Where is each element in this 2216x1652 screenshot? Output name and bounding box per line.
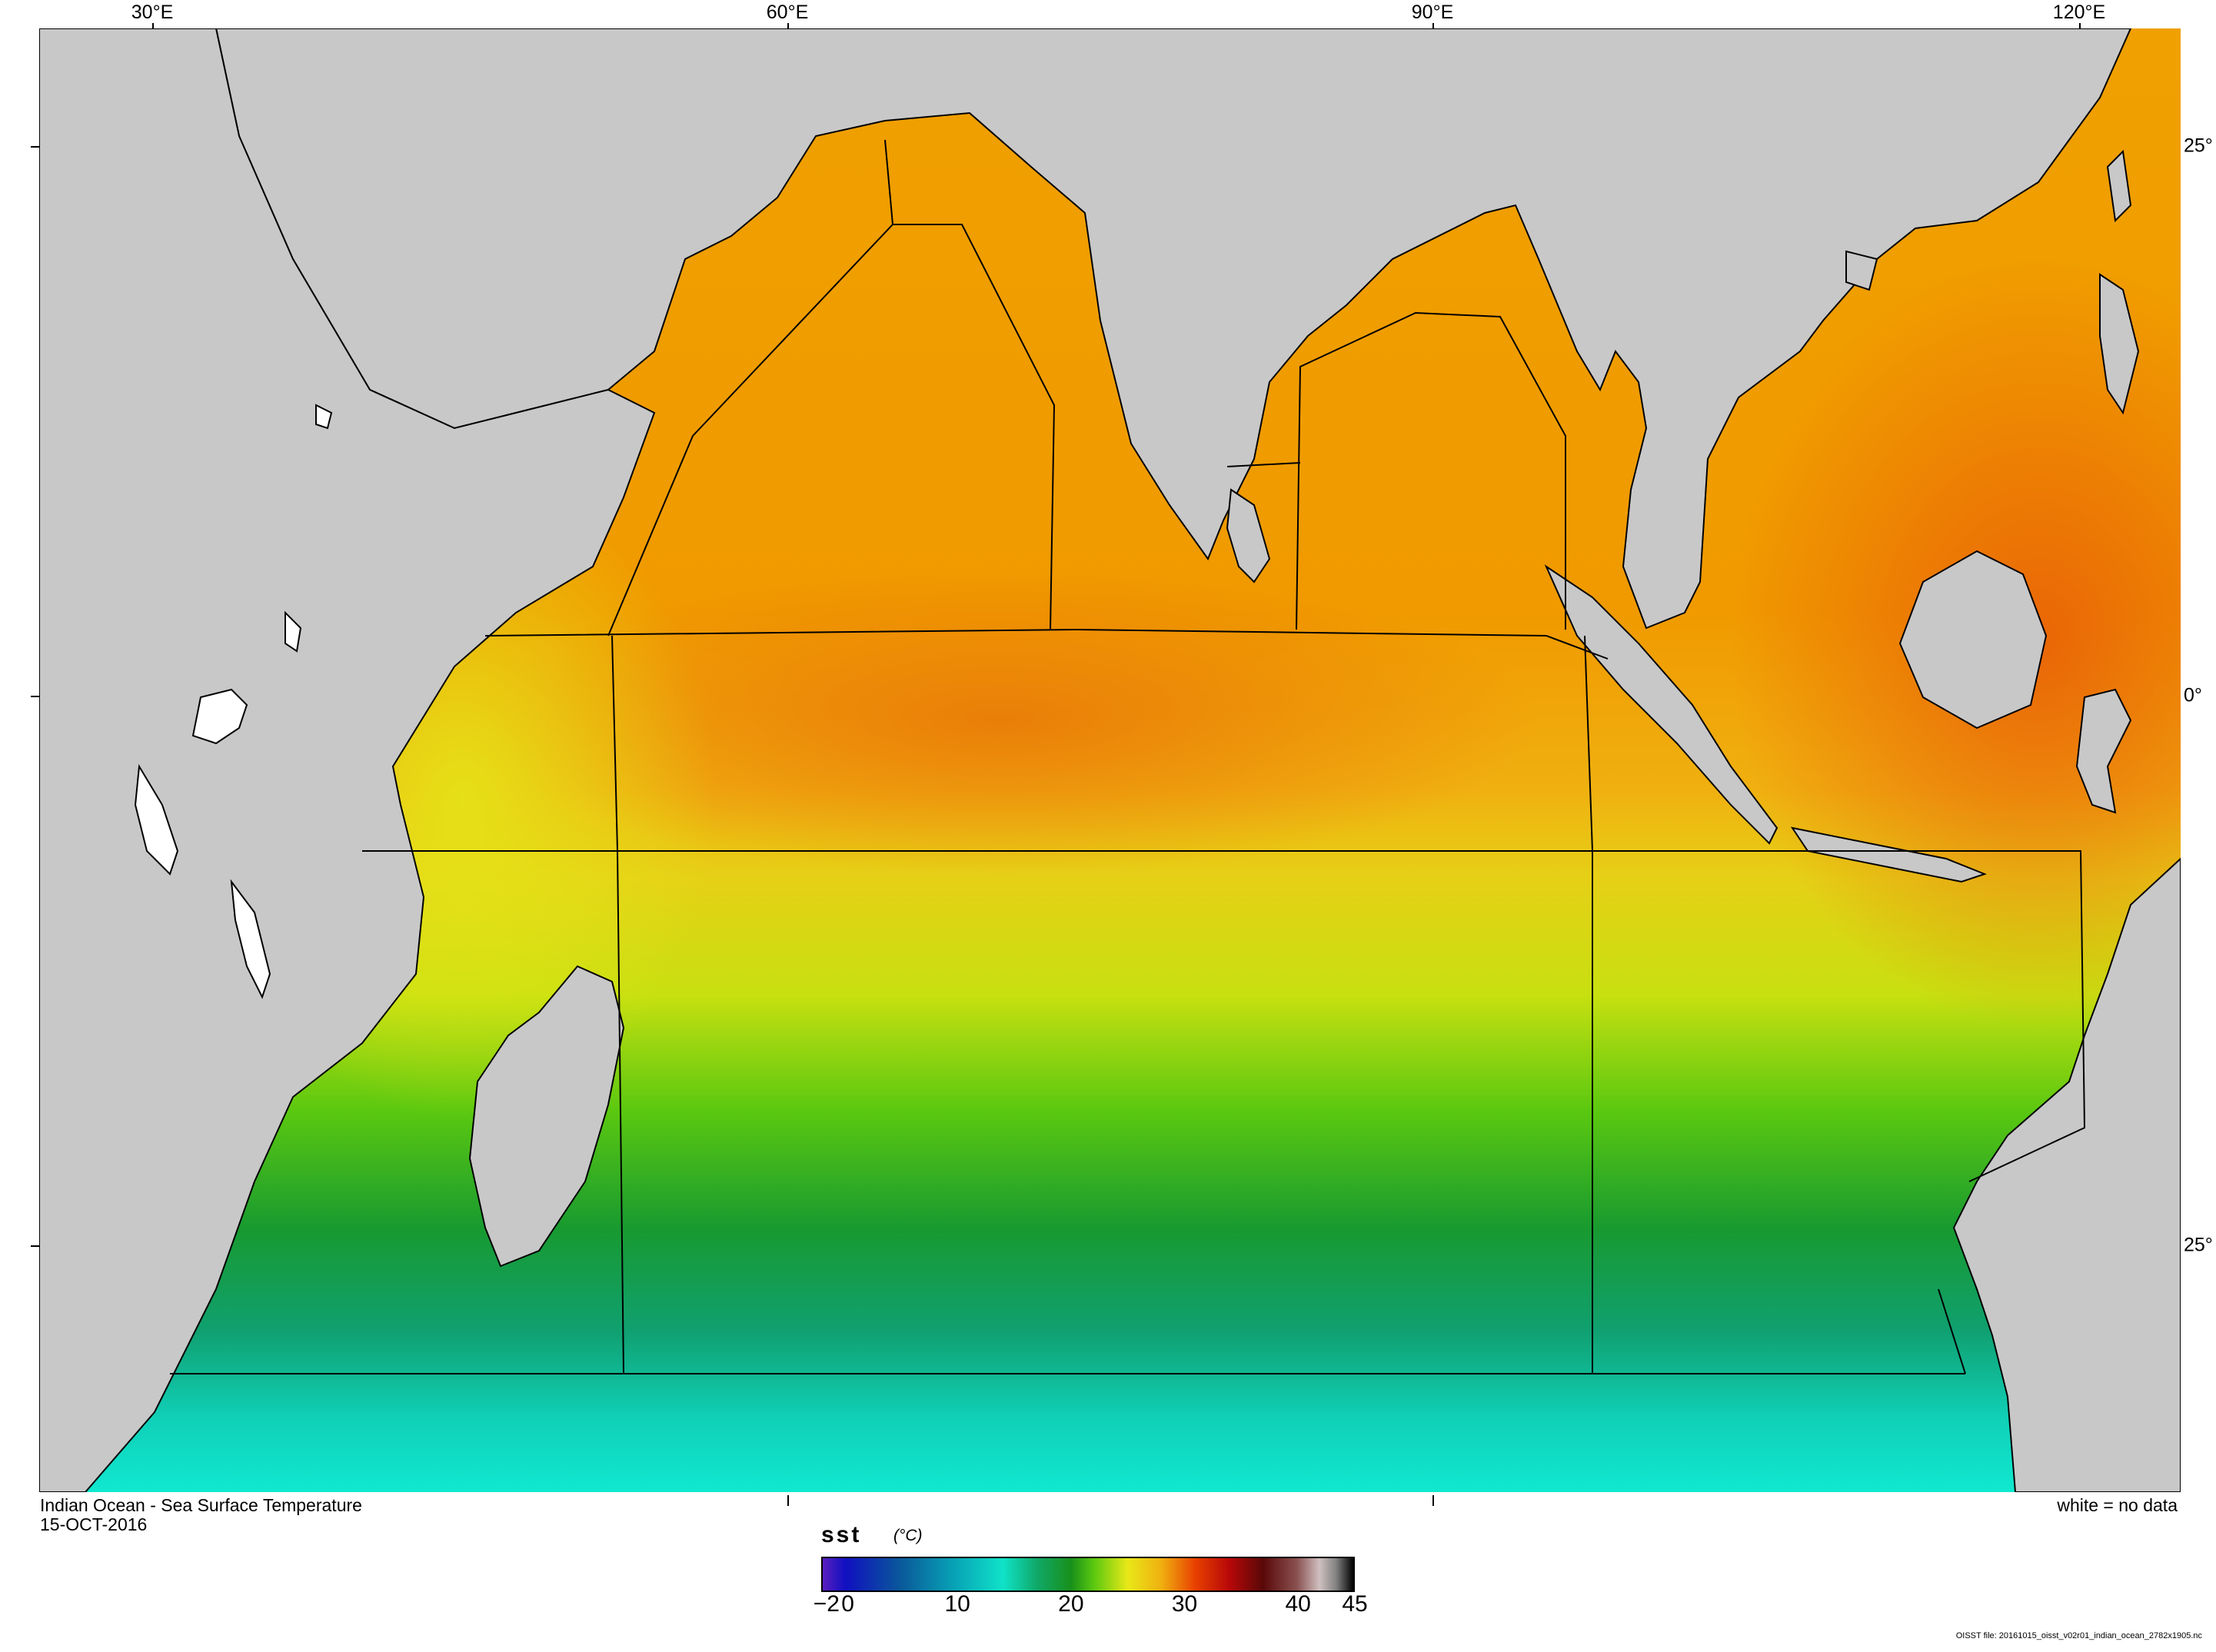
lon-label-120e: 120°E xyxy=(2052,2,2106,23)
lon-label-60e: 60°E xyxy=(766,2,809,23)
lon-label-90e: 90°E xyxy=(1411,2,1454,23)
lon-tick xyxy=(787,1495,789,1506)
colorbar-tick-label: 45 xyxy=(1342,1591,1368,1617)
colorbar-tick-label: 10 xyxy=(944,1591,970,1617)
sst-colorbar xyxy=(821,1557,1355,1592)
colorbar-ticks: −2 0 10 20 30 40 45 xyxy=(814,1591,1368,1622)
sst-map[interactable] xyxy=(39,28,2181,1492)
lat-tick xyxy=(31,146,42,148)
no-data-areas xyxy=(134,404,333,999)
lon-tick xyxy=(1432,1495,1434,1506)
file-footer: OISST file: 20161015_oisst_v02r01_indian… xyxy=(1955,1631,2202,1640)
colorbar-variable: sst xyxy=(821,1522,862,1547)
colorbar-tick-label: 40 xyxy=(1285,1591,1311,1617)
colorbar-tick-label: 0 xyxy=(841,1591,854,1617)
lat-label-25n: 25° xyxy=(2184,135,2213,157)
map-title: Indian Ocean - Sea Surface Temperature xyxy=(40,1495,362,1515)
lat-tick xyxy=(31,696,42,697)
colorbar-units: (°C) xyxy=(893,1527,923,1544)
land-masses xyxy=(39,28,2181,1492)
warm-pool xyxy=(462,567,1539,874)
colorbar-tick-label: −2 xyxy=(813,1591,840,1617)
no-data-note: white = no data xyxy=(2057,1495,2178,1515)
lon-label-30e: 30°E xyxy=(131,2,174,23)
map-date: 15-OCT-2016 xyxy=(40,1514,148,1534)
colorbar-tick-label: 30 xyxy=(1171,1591,1198,1617)
colorbar-tick-label: 20 xyxy=(1058,1591,1084,1617)
region-boundaries xyxy=(170,139,2086,1374)
lat-tick xyxy=(31,1245,42,1247)
lat-label-0: 0° xyxy=(2184,684,2202,706)
lat-label-25s: 25° xyxy=(2184,1234,2213,1256)
